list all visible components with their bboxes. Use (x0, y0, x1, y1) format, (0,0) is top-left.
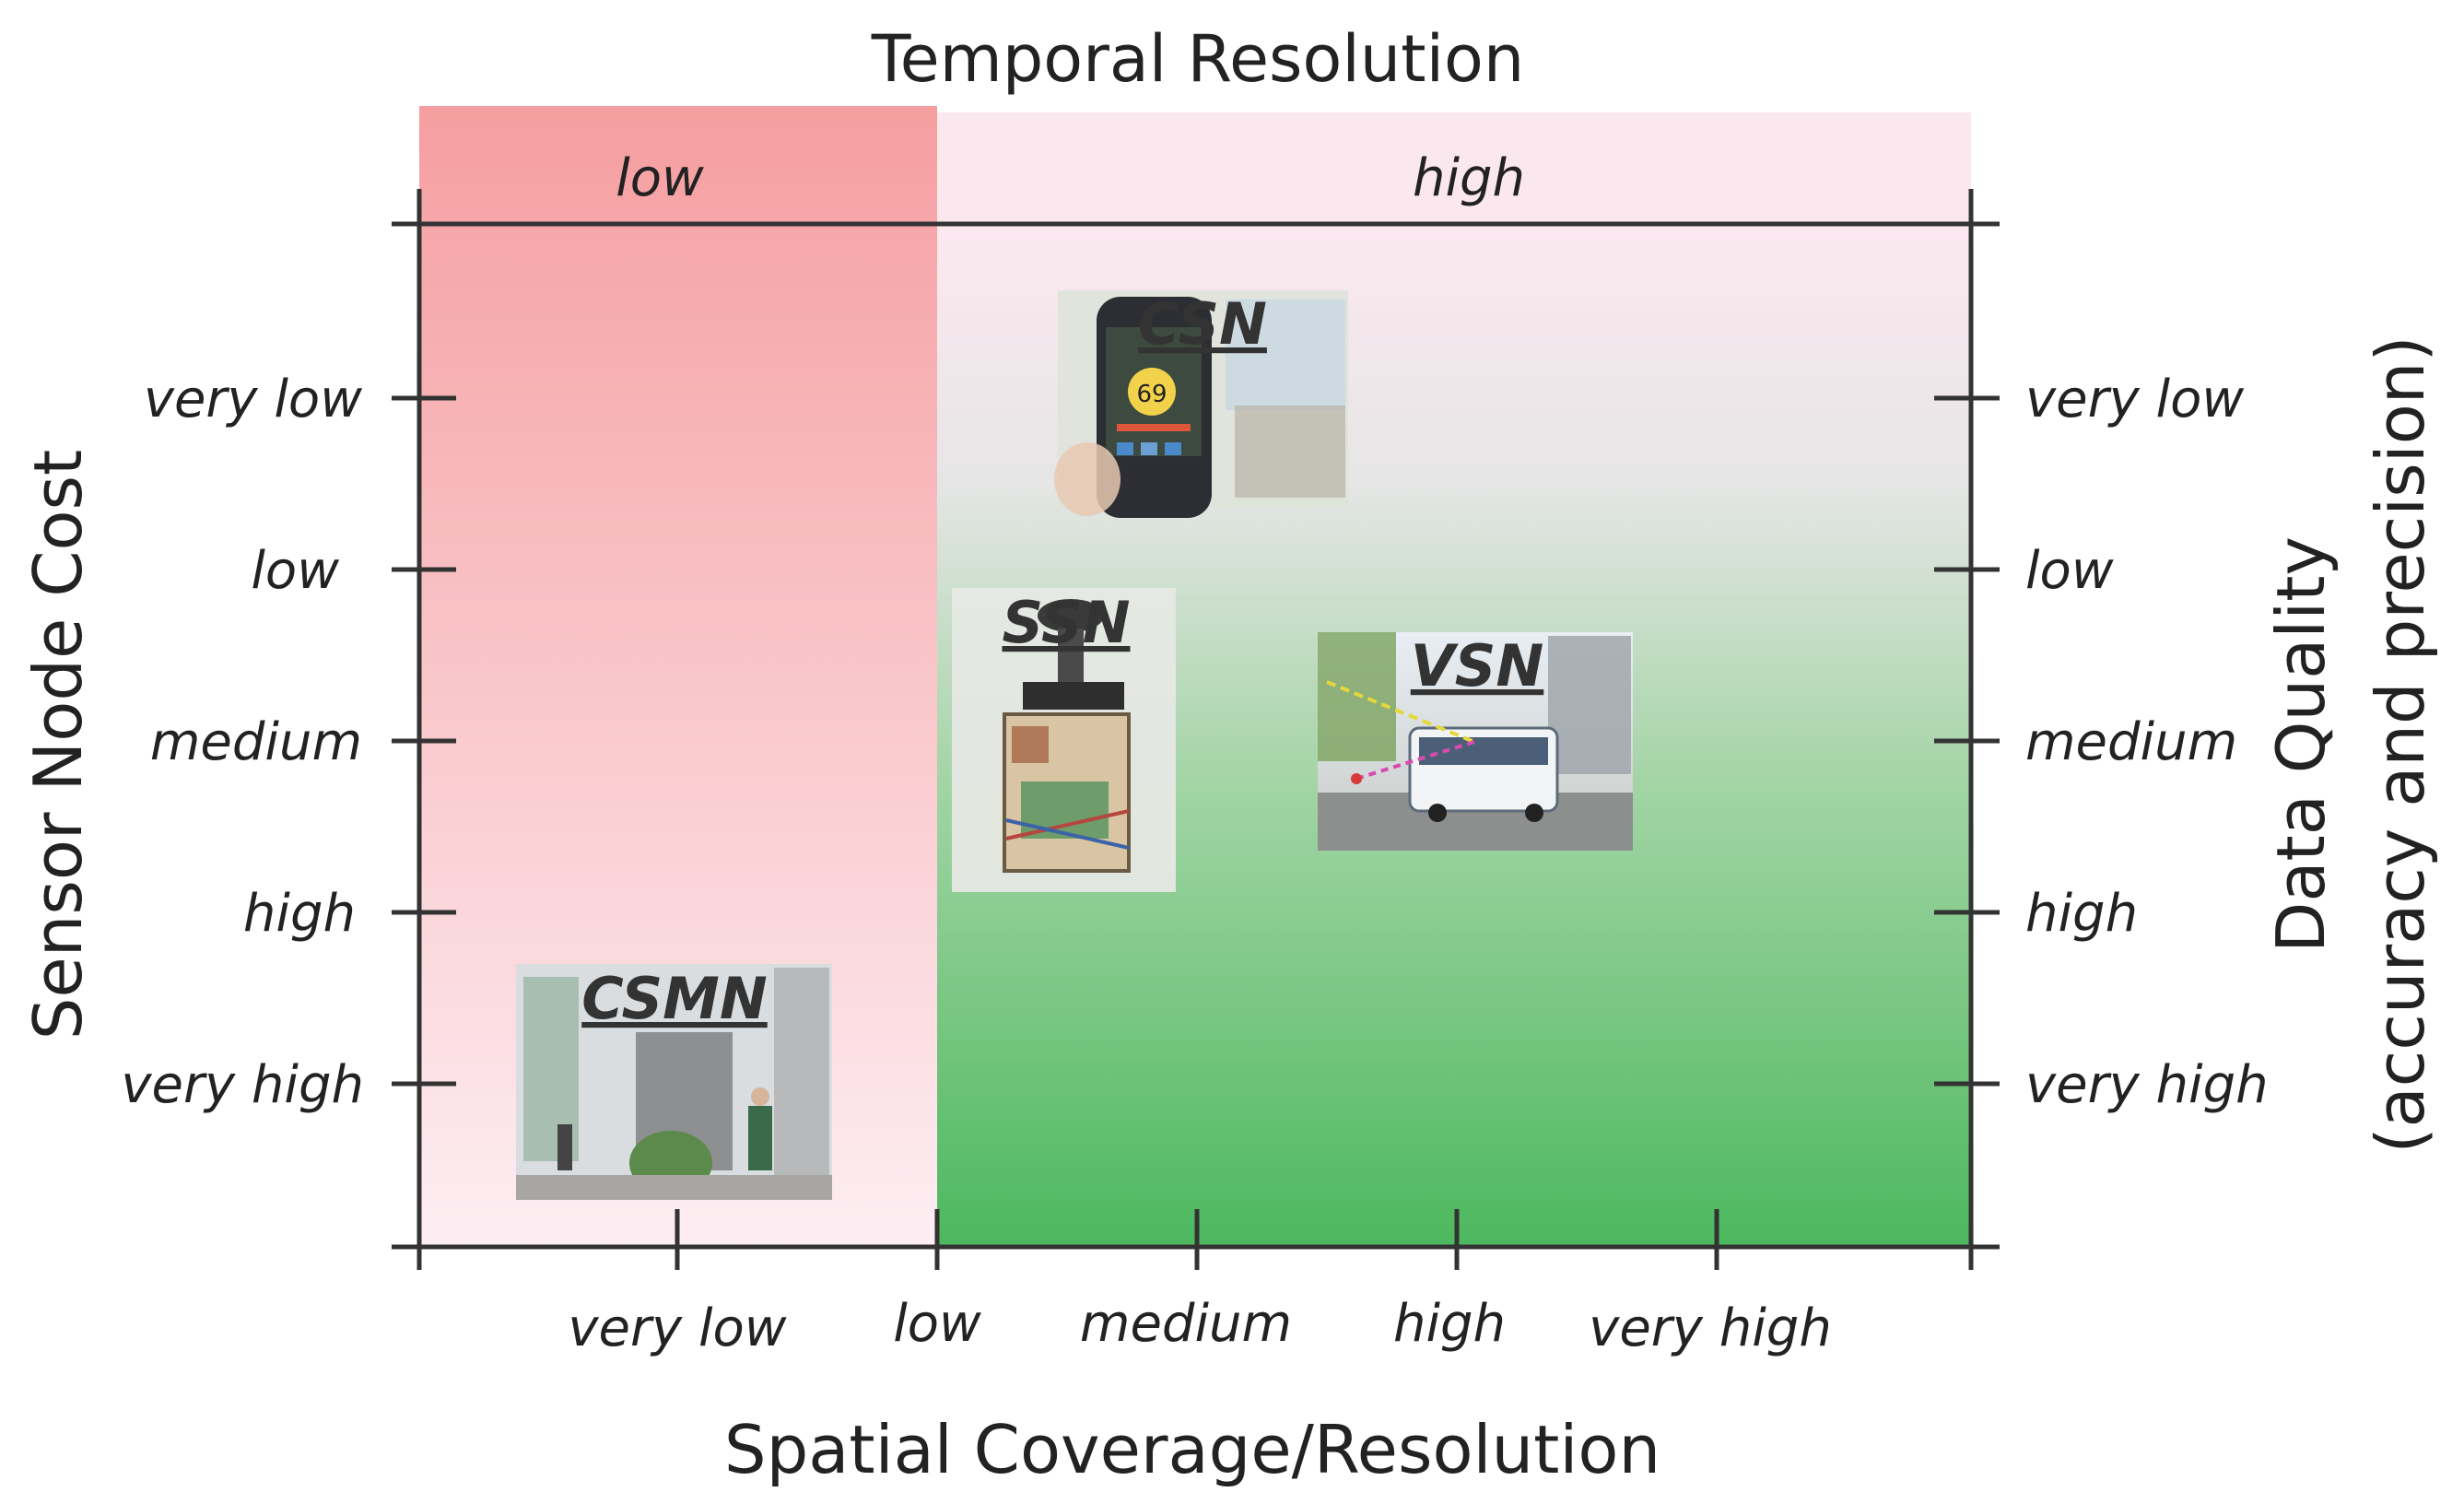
vsn-label: VSN (1411, 632, 1544, 699)
csn-reading: 69 (1136, 381, 1167, 408)
left-y-tick-label: medium (150, 712, 362, 772)
person-icon (748, 1106, 772, 1170)
right-y-tick-label: very high (2025, 1055, 2269, 1115)
right-y-axis-title-line2: (accuracy and precision) (2362, 335, 2439, 1153)
temporal-band-low-label: low (616, 148, 704, 208)
right-y-tick-label: medium (2025, 712, 2237, 772)
high-temporal-band (937, 112, 1971, 226)
temporal-band-high-label: high (1413, 148, 1525, 208)
x-axis-title: Spatial Coverage/Resolution (724, 1411, 1660, 1488)
left-y-axis-title: Sensor Node Cost (19, 450, 97, 1040)
ssn-photo (952, 588, 1176, 892)
x-tick-label: very high (1589, 1298, 1832, 1358)
x-tick-label: high (1393, 1294, 1506, 1354)
temporal-axis-title: Temporal Resolution (871, 21, 1525, 97)
right-y-ticks (1934, 395, 2000, 1087)
right-y-axis-title-line1: Data Quality (2262, 536, 2340, 953)
left-y-tick-label: very high (121, 1055, 364, 1115)
csmn-photo (516, 964, 832, 1200)
right-y-tick-label: low (2025, 541, 2114, 601)
right-y-tick-label: very low (2025, 370, 2244, 429)
x-tick-label: low (893, 1294, 981, 1354)
left-y-ticks (392, 395, 456, 1087)
left-y-tick-label: low (251, 541, 339, 601)
x-tick-label: medium (1080, 1294, 1292, 1354)
right-y-tick-label: high (2025, 884, 2138, 944)
csn-label: CSN (1138, 290, 1267, 358)
csn-photo: 69 (1054, 290, 1348, 518)
vsn-photo (1318, 632, 1633, 851)
left-y-tick-label: high (243, 884, 356, 944)
ssn-label: SSN (1003, 589, 1131, 656)
csmn-label: CSMN (581, 965, 768, 1032)
left-y-tick-label: very low (144, 370, 362, 429)
x-ticks (417, 1209, 1974, 1270)
x-tick-label: very low (568, 1298, 786, 1358)
